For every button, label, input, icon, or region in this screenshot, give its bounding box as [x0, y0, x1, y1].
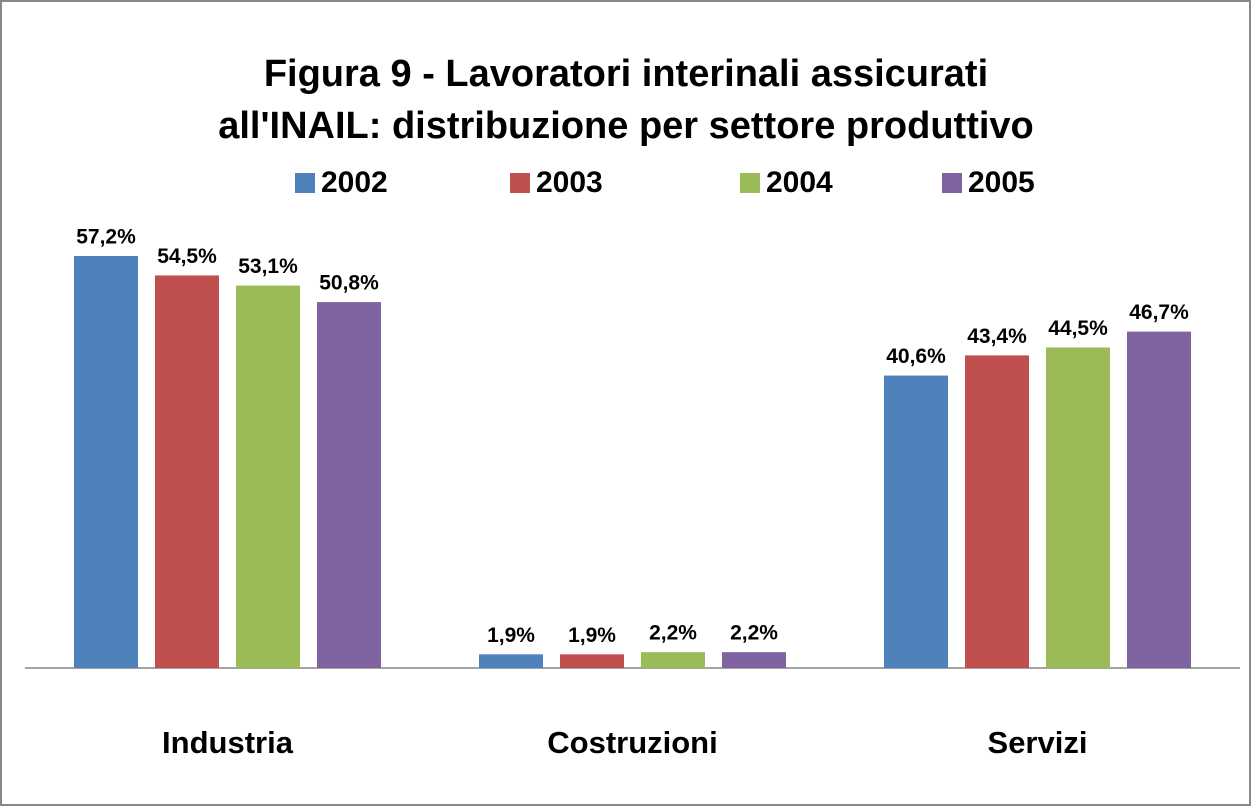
- x-tick-label: Industria: [162, 725, 294, 760]
- data-label: 1,9%: [487, 624, 535, 647]
- data-label: 54,5%: [157, 245, 217, 268]
- legend-label: 2003: [536, 166, 603, 199]
- bar: [641, 652, 705, 668]
- data-label: 53,1%: [238, 255, 298, 278]
- data-label: 43,4%: [967, 325, 1027, 348]
- bar: [1046, 347, 1110, 668]
- x-tick-label: Servizi: [988, 725, 1088, 760]
- x-tick-label: Costruzioni: [547, 725, 718, 760]
- bar: [722, 652, 786, 668]
- bar: [479, 654, 543, 668]
- legend-label: 2002: [321, 166, 388, 199]
- bar: [317, 302, 381, 668]
- data-label: 40,6%: [886, 345, 946, 368]
- legend-swatch: [295, 173, 315, 193]
- chart-title: Figura 9 - Lavoratori interinali assicur…: [264, 53, 988, 95]
- bar: [74, 256, 138, 668]
- data-label: 1,9%: [568, 624, 616, 647]
- data-label: 57,2%: [76, 226, 136, 249]
- legend-swatch: [942, 173, 962, 193]
- data-label: 50,8%: [319, 272, 379, 295]
- legend-label: 2005: [968, 166, 1035, 199]
- bar: [155, 275, 219, 668]
- chart-title: all'INAIL: distribuzione per settore pro…: [218, 105, 1034, 147]
- data-label: 44,5%: [1048, 317, 1108, 340]
- bar: [1127, 331, 1191, 668]
- bar: [965, 355, 1029, 668]
- bar: [236, 285, 300, 668]
- legend-swatch: [740, 173, 760, 193]
- data-label: 2,2%: [730, 622, 778, 645]
- data-label: 2,2%: [649, 622, 697, 645]
- bar: [560, 654, 624, 668]
- legend-swatch: [510, 173, 530, 193]
- bar: [884, 375, 948, 668]
- legend-label: 2004: [766, 166, 833, 199]
- data-label: 46,7%: [1129, 301, 1189, 324]
